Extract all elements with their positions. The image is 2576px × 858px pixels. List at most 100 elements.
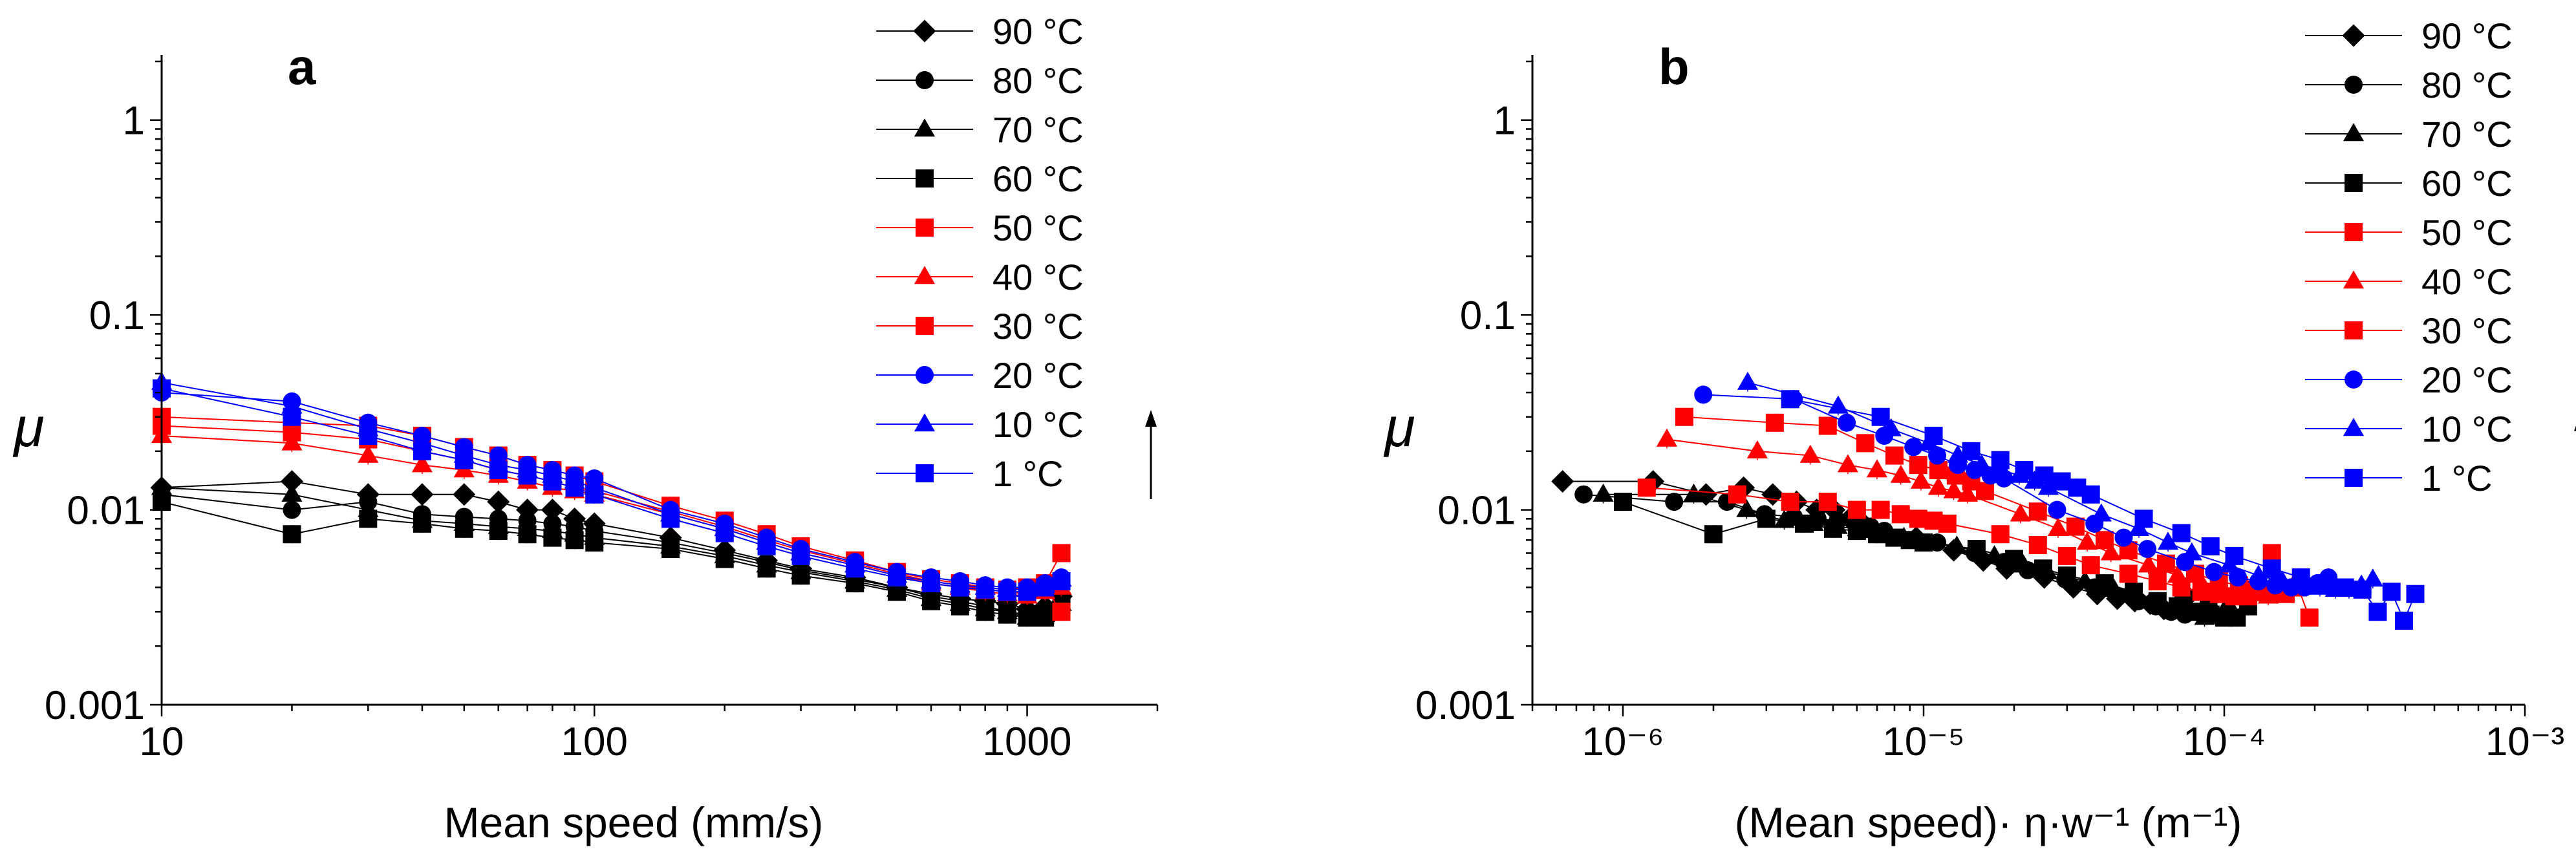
data-point: [2262, 544, 2281, 563]
legend-label: 80 °C: [2421, 65, 2513, 105]
data-point: [283, 407, 301, 426]
data-point: [2081, 556, 2100, 575]
legend-label: 20 °C: [2421, 359, 2513, 400]
axes-a: 0.001 0.01 0.1 1 10 100 1000: [45, 55, 1159, 764]
panel-a: a Mean speed (mm/s) μ 0.001 0.01 0.1 1 10 100…: [12, 11, 1159, 846]
x-tick-label: 10⁻⁴: [2183, 720, 2266, 764]
legend-label: 60 °C: [993, 158, 1084, 199]
data-point: [1574, 485, 1593, 504]
data-point: [455, 519, 473, 538]
data-point: [1757, 509, 1776, 528]
legend-label: 50 °C: [2421, 212, 2513, 253]
data-point: [1885, 446, 1904, 465]
x-tick-label: 10: [140, 720, 184, 764]
data-point: [1924, 426, 1943, 445]
data-point: [2229, 568, 2248, 587]
legend-marker: [2345, 469, 2363, 487]
data-point: [1794, 514, 1813, 533]
data-point: [715, 524, 734, 542]
legend-b: 90 °C 80 °C 70 °C 60 °C 50 °C 40 °C 30 °C 20 °C…: [2305, 16, 2513, 499]
legend-label: 30 °C: [993, 306, 1084, 347]
panel-label-b: b: [1658, 38, 1690, 95]
data-point: [2081, 485, 2100, 504]
legend-marker: [916, 366, 934, 384]
data-point: [2394, 611, 2413, 630]
data-point: [1736, 499, 1757, 517]
legend-marker: [2345, 223, 2363, 241]
data-point: [565, 478, 584, 497]
data-point: [1018, 583, 1036, 601]
legend-label: 90 °C: [2421, 16, 2513, 56]
arrow-head: [1145, 410, 1157, 427]
data-point: [2157, 531, 2179, 550]
data-point: [1946, 535, 1968, 554]
legend-label: 20 °C: [993, 355, 1084, 396]
data-point: [2201, 537, 2220, 555]
data-point: [283, 423, 301, 442]
data-point: [1818, 493, 1837, 511]
data-point: [280, 470, 303, 493]
data-point: [846, 559, 864, 578]
data-point: [453, 483, 476, 506]
data-point: [1036, 578, 1055, 597]
legend-label: 90 °C: [993, 11, 1084, 52]
axes-b: 0.001 0.01 0.1 1 10⁻⁶ 10⁻⁵ 10⁻⁴ 10⁻³: [1415, 55, 2564, 764]
legend-marker: [2342, 24, 2365, 47]
data-point: [585, 485, 604, 504]
data-point: [358, 444, 379, 463]
legend-marker: [916, 169, 934, 188]
y-axis-label-b: μ: [1383, 396, 1415, 458]
panel-label-a-text: a: [288, 38, 316, 95]
panel-b: b (Mean speed)· η·w⁻¹ (m⁻¹) μ 0.0010.010…: [1383, 16, 2576, 846]
data-point: [565, 531, 584, 550]
legend-a: 90 °C 80 °C 70 °C 60 °C 50 °C 40 °C 30 °C 20 °C…: [876, 11, 1084, 494]
data-point: [2114, 528, 2133, 547]
data-point: [976, 580, 994, 599]
data-point: [661, 509, 680, 528]
data-point: [2048, 500, 2066, 519]
y-tick-label: 0.1: [89, 294, 145, 338]
y-tick-label: 0.001: [45, 683, 145, 728]
data-point: [1737, 371, 1759, 390]
data-point: [1866, 459, 1888, 478]
data-point: [359, 509, 378, 528]
x-axis-label-a: Mean speed (mm/s): [444, 799, 824, 846]
data-point: [1867, 525, 1886, 544]
plot-area-b: [1551, 371, 2425, 630]
data-point: [543, 472, 562, 491]
y-tick-label: 0.001: [1415, 683, 1516, 728]
data-point: [2010, 503, 2031, 522]
data-point: [2185, 603, 2204, 621]
data-point: [2167, 564, 2189, 583]
data-point: [518, 525, 537, 544]
data-point: [1856, 434, 1874, 453]
data-point: [1052, 572, 1071, 591]
data-point: [2248, 564, 2270, 583]
legend-label: 50 °C: [993, 208, 1084, 248]
legend-marker: [916, 219, 934, 237]
data-point: [2168, 597, 2187, 616]
data-point: [715, 550, 734, 568]
data-point: [791, 566, 810, 585]
data-point: [455, 451, 473, 469]
legend-label: 10 °C: [993, 404, 1084, 445]
arrow-head: [2574, 425, 2576, 431]
data-point: [2315, 574, 2334, 593]
data-point: [2148, 592, 2167, 610]
series-a-9: [153, 379, 1071, 601]
data-point: [489, 522, 508, 541]
data-point: [411, 454, 433, 473]
data-point: [922, 574, 941, 593]
data-point: [1781, 493, 1799, 511]
data-point: [922, 592, 941, 610]
data-point: [1871, 500, 1890, 519]
legend-label: 70 °C: [993, 109, 1084, 150]
legend-marker: [2345, 370, 2363, 389]
data-point: [2368, 603, 2387, 621]
data-point: [1694, 385, 1713, 404]
x-tick-label: 10⁻⁵: [1882, 720, 1964, 764]
legend-marker: [916, 317, 934, 335]
data-point: [2406, 585, 2425, 603]
data-point: [888, 568, 907, 587]
data-point: [2095, 574, 2114, 593]
